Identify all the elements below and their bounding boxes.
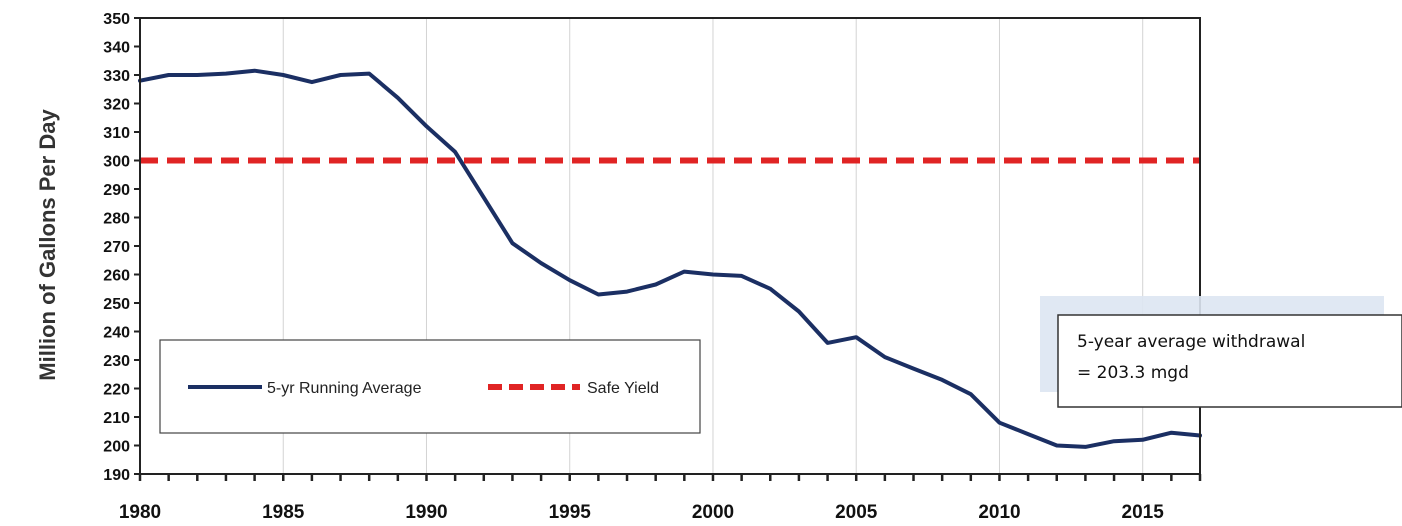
series-layer — [138, 68, 1202, 449]
y-axis-ticks: 190 200 210 220 230 240 250 260 270 280 290 300 310 3… — [103, 11, 140, 484]
annotation-line-1: 5-year average withdrawal — [1077, 332, 1305, 352]
y-tick-label: 250 — [103, 296, 130, 313]
y-tick-label: 320 — [103, 97, 130, 114]
legend-label-safe-yield: Safe Yield — [587, 380, 659, 397]
y-tick-label: 220 — [103, 382, 130, 399]
y-tick-label: 350 — [103, 11, 130, 28]
x-tick-label: 2015 — [1122, 502, 1165, 523]
y-tick-label: 210 — [103, 410, 130, 427]
plot-area-border — [139, 17, 1201, 475]
x-tick-label: 2000 — [692, 502, 734, 523]
y-tick-label: 340 — [103, 40, 130, 57]
y-tick-label: 270 — [103, 239, 130, 256]
y-tick-label: 310 — [103, 125, 130, 142]
y-tick-label: 260 — [103, 268, 130, 285]
y-tick-label: 280 — [103, 211, 130, 228]
legend: 5-yr Running Average Safe Yield — [159, 339, 701, 434]
y-tick-label: 190 — [103, 467, 130, 484]
series-line-running-average — [138, 68, 1202, 449]
y-tick-label: 300 — [103, 154, 130, 171]
y-axis-label: Million of Gallons Per Day — [35, 109, 60, 381]
legend-label-running-average: 5-yr Running Average — [267, 380, 422, 397]
annotation-box: 5-year average withdrawal = 203.3 mgd — [1057, 314, 1402, 408]
x-tick-label: 1995 — [549, 502, 592, 523]
y-tick-label: 330 — [103, 68, 130, 85]
y-tick-label: 230 — [103, 353, 130, 370]
y-tick-label: 290 — [103, 182, 130, 199]
x-tick-label: 1990 — [405, 502, 447, 523]
x-axis-ticks: 1980 1985 1990 1995 2000 2005 2010 2015 — [119, 474, 1202, 523]
y-tick-label: 200 — [103, 439, 130, 456]
gridlines — [282, 18, 1144, 474]
y-tick-label: 240 — [103, 325, 130, 342]
x-tick-label: 2010 — [978, 502, 1020, 523]
annotation-line-2: = 203.3 mgd — [1077, 363, 1189, 383]
x-tick-label: 2005 — [835, 502, 878, 523]
x-tick-label: 1985 — [262, 502, 305, 523]
x-tick-label: 1980 — [119, 502, 161, 523]
